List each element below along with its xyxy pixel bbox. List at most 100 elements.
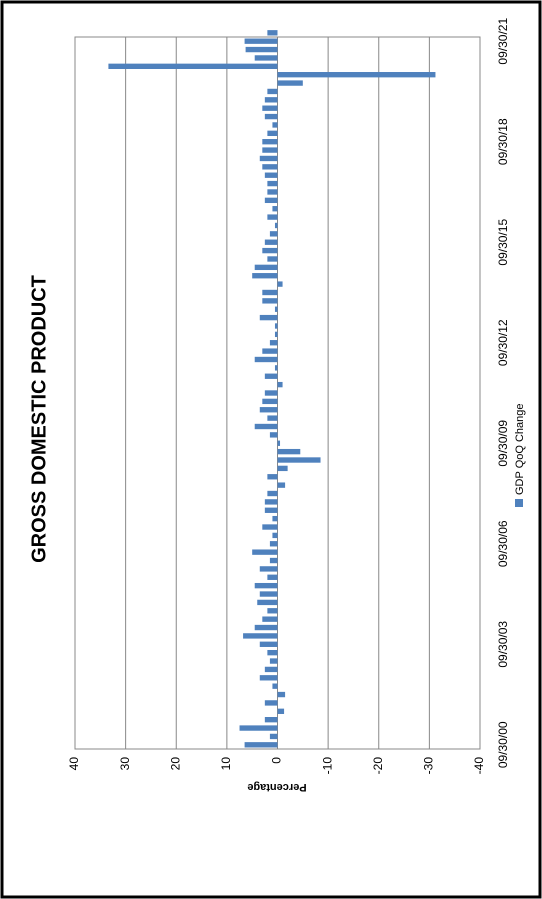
- bar: [264, 239, 278, 245]
- bar: [254, 55, 278, 61]
- bar: [274, 323, 278, 329]
- y-tick-label: -40: [472, 757, 486, 775]
- bar: [264, 113, 278, 120]
- y-tick-label: -20: [371, 757, 385, 775]
- y-tick-label: 10: [219, 757, 233, 771]
- bar: [267, 574, 278, 580]
- y-tick-label: -10: [320, 757, 334, 775]
- bar: [277, 72, 436, 78]
- bar: [277, 708, 285, 714]
- bar: [259, 566, 278, 572]
- bar: [277, 281, 283, 287]
- bar: [277, 381, 283, 388]
- bar: [267, 474, 278, 480]
- x-tick-label: 09/30/03: [496, 621, 510, 668]
- x-tick-label: 09/30/12: [496, 319, 510, 366]
- bar: [243, 633, 278, 639]
- bar: [267, 490, 278, 497]
- bar: [264, 717, 278, 723]
- bar: [252, 273, 278, 279]
- bar: [267, 608, 278, 614]
- bar: [272, 122, 278, 128]
- bar: [262, 289, 278, 296]
- bar: [269, 733, 278, 740]
- bar: [267, 415, 278, 421]
- bar: [272, 515, 278, 522]
- bar: [254, 582, 278, 589]
- bar: [262, 298, 278, 304]
- bar: [108, 63, 278, 69]
- bar: [264, 507, 278, 513]
- bar: [262, 164, 278, 170]
- bar: [262, 524, 278, 530]
- bar: [244, 742, 278, 748]
- bar: [269, 340, 278, 346]
- bar: [267, 256, 278, 262]
- bar: [245, 46, 278, 53]
- bar: [274, 306, 278, 312]
- bar: [267, 649, 278, 656]
- bar: [267, 30, 278, 36]
- bar: [254, 356, 278, 363]
- legend-swatch: [515, 499, 523, 507]
- bar: [264, 97, 278, 103]
- bar: [277, 465, 288, 472]
- bar: [262, 147, 278, 153]
- y-tick-label: 30: [118, 757, 132, 771]
- bar: [264, 390, 278, 396]
- bar: [259, 641, 278, 647]
- bar: [262, 616, 278, 622]
- bar: [267, 180, 278, 187]
- bar: [277, 482, 286, 488]
- legend-label: GDP QoQ Change: [514, 403, 526, 495]
- bar: [239, 725, 278, 731]
- bar: [272, 532, 278, 539]
- bar: [269, 658, 278, 664]
- bar: [244, 38, 278, 44]
- bar: [277, 448, 301, 455]
- x-tick-label: 09/30/09: [496, 420, 510, 467]
- bar: [267, 189, 278, 195]
- bar: [262, 247, 278, 254]
- bar: [269, 231, 278, 237]
- y-tick-label: -30: [422, 757, 436, 775]
- bar: [274, 331, 278, 338]
- bar: [269, 432, 278, 438]
- bar: [259, 407, 278, 413]
- bar: [259, 155, 278, 162]
- bar: [257, 599, 278, 606]
- bar: [274, 222, 278, 229]
- bar: [264, 373, 278, 379]
- bar: [264, 666, 278, 673]
- bar: [262, 348, 278, 354]
- x-tick-label: 09/30/18: [496, 118, 510, 165]
- bar: [259, 314, 278, 321]
- bar: [264, 499, 278, 505]
- bar: [277, 440, 281, 446]
- bar: [272, 206, 278, 212]
- x-tick-label: 09/30/00: [496, 721, 510, 768]
- bar: [267, 214, 278, 220]
- bar: [277, 691, 286, 698]
- y-tick-label: 0: [270, 757, 284, 764]
- bar: [254, 624, 278, 631]
- bar: [254, 423, 278, 430]
- bar: [262, 105, 278, 111]
- y-tick-label: 20: [168, 757, 182, 771]
- bar: [259, 675, 278, 681]
- bar: [277, 457, 321, 463]
- bar: [259, 591, 278, 597]
- y-axis-title: Percentage: [247, 781, 306, 793]
- bar: [252, 549, 278, 555]
- bar: [269, 557, 278, 564]
- bar: [267, 130, 278, 137]
- bar: [264, 197, 278, 204]
- chart-title: GROSS DOMESTIC PRODUCT: [28, 275, 50, 563]
- bar: [269, 541, 278, 547]
- bar: [272, 683, 278, 689]
- x-tick-label: 09/30/15: [496, 219, 510, 266]
- bar: [264, 172, 278, 178]
